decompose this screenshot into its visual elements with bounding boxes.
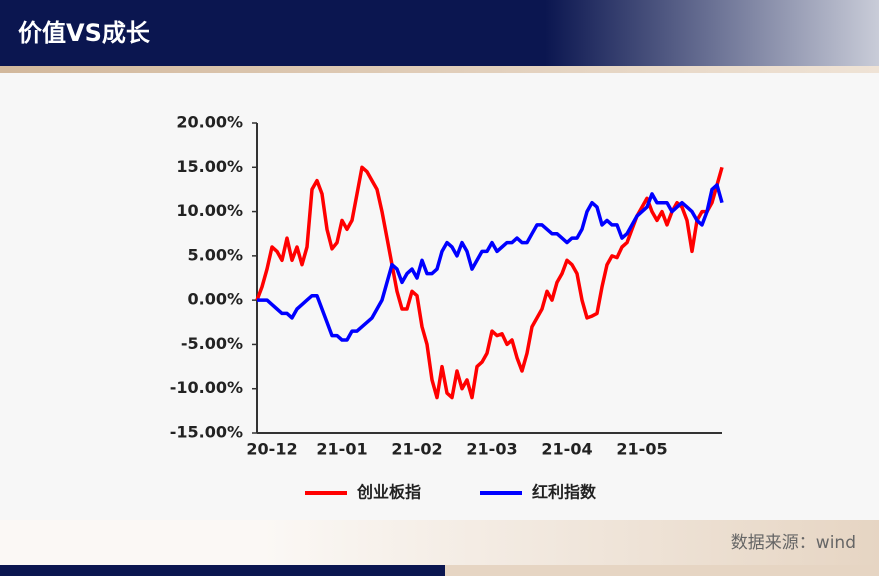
x-tick-label: 21-04 bbox=[541, 440, 592, 459]
y-tick-label: 10.00% bbox=[176, 201, 243, 220]
header-strip bbox=[0, 66, 879, 73]
y-tick-label: 20.00% bbox=[176, 113, 243, 132]
series-line bbox=[257, 183, 724, 342]
footer-band bbox=[0, 520, 879, 565]
bottom-bar bbox=[0, 565, 445, 576]
source-note: 数据来源：wind bbox=[731, 533, 856, 553]
chart-area bbox=[0, 73, 879, 520]
bottom-bar bbox=[445, 565, 879, 576]
line-chart: -15.00% -10.00% -5.00% 0.00% 5.00% 10.00% 15.0… bbox=[170, 113, 724, 502]
header-bar bbox=[0, 0, 879, 66]
legend-label: 红利指数 bbox=[532, 483, 597, 502]
y-tick-label: 15.00% bbox=[176, 157, 243, 176]
y-tick-label: -10.00% bbox=[170, 378, 243, 397]
legend-label: 创业板指 bbox=[356, 483, 421, 502]
y-tick-label: -5.00% bbox=[181, 334, 243, 353]
y-tick-label: 5.00% bbox=[187, 245, 243, 264]
x-tick-label: 21-02 bbox=[391, 440, 442, 459]
x-tick-label: 21-01 bbox=[316, 440, 367, 459]
x-tick-label: 20-12 bbox=[246, 440, 297, 459]
y-tick-label: -15.00% bbox=[170, 423, 243, 442]
x-tick-label: 21-05 bbox=[616, 440, 667, 459]
y-tick-label: 0.00% bbox=[187, 290, 243, 309]
series-line bbox=[255, 165, 724, 400]
x-tick-label: 21-03 bbox=[466, 440, 517, 459]
page-title: 价值VS成长 bbox=[18, 19, 151, 47]
